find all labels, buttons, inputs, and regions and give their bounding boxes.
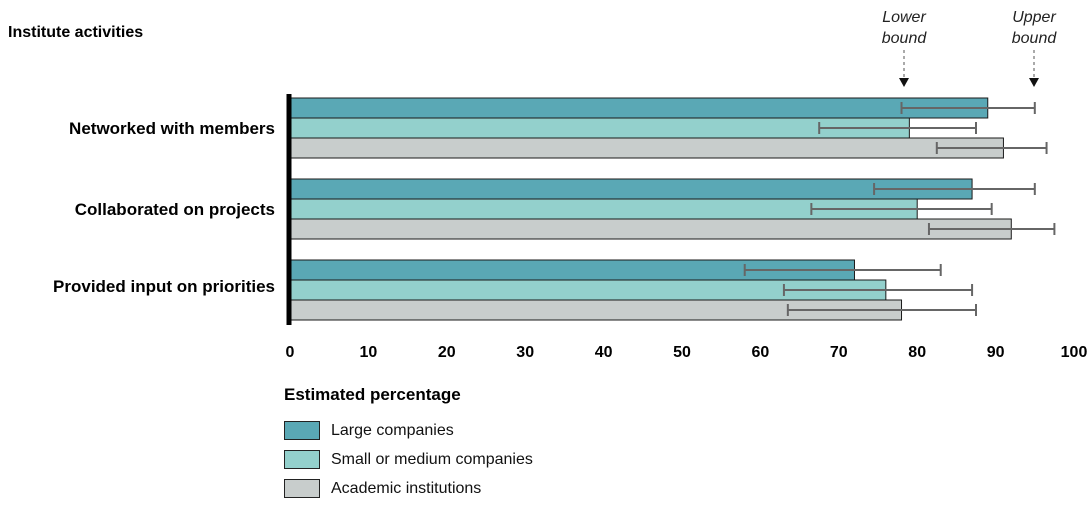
x-tick-label-30: 30: [516, 344, 534, 361]
legend-swatch-academic-institutions: [284, 479, 320, 498]
upper-bound-label-line-1: Upper: [1012, 9, 1056, 26]
x-tick-label-20: 20: [438, 344, 456, 361]
x-axis-title: Estimated percentage: [284, 385, 461, 404]
bar-small-or-medium-companies-networked-with-members: [289, 117, 910, 139]
legend-swatch-small-medium-companies: [284, 450, 320, 469]
x-tick-label-40: 40: [595, 344, 613, 361]
legend-label-large-companies: Large companies: [331, 421, 454, 439]
x-tick-label-0: 0: [286, 344, 295, 361]
x-tick-label-100: 100: [1061, 344, 1088, 361]
bar-large-companies-networked-with-members: [289, 97, 989, 119]
y-axis-title: Institute activities: [8, 24, 143, 41]
upper-bound-label-line-2: bound: [1012, 30, 1058, 47]
upper-bound-arrow-icon: [1029, 78, 1039, 87]
category-label-provided-input-on-priorities: Provided input on priorities: [53, 277, 275, 296]
category-label-collaborated-on-projects: Collaborated on projects: [75, 200, 275, 219]
legend-label-academic-institutions: Academic institutions: [331, 479, 482, 497]
legend-label-small-medium-companies: Small or medium companies: [331, 450, 533, 468]
bar-large-companies-collaborated-on-projects: [289, 178, 973, 200]
x-tick-label-50: 50: [673, 344, 691, 361]
legend-item-academic-institutions: Academic institutions: [284, 478, 533, 499]
category-label-networked-with-members: Networked with members: [69, 119, 275, 138]
lower-bound-label-line-2: bound: [882, 30, 928, 47]
legend-item-small-medium-companies: Small or medium companies: [284, 449, 533, 470]
x-tick-label-80: 80: [908, 344, 926, 361]
x-tick-label-60: 60: [752, 344, 770, 361]
legend-item-large-companies: Large companies: [284, 420, 533, 441]
x-tick-label-10: 10: [360, 344, 378, 361]
bar-academic-institutions-networked-with-members: [289, 137, 1004, 159]
legend-swatch-large-companies: [284, 421, 320, 440]
x-tick-label-70: 70: [830, 344, 848, 361]
lower-bound-label-line-1: Lower: [882, 9, 926, 26]
bar-academic-institutions-collaborated-on-projects: [289, 218, 1012, 240]
x-tick-label-90: 90: [987, 344, 1005, 361]
legend: Large companies Small or medium companie…: [284, 420, 533, 507]
lower-bound-arrow-icon: [899, 78, 909, 87]
